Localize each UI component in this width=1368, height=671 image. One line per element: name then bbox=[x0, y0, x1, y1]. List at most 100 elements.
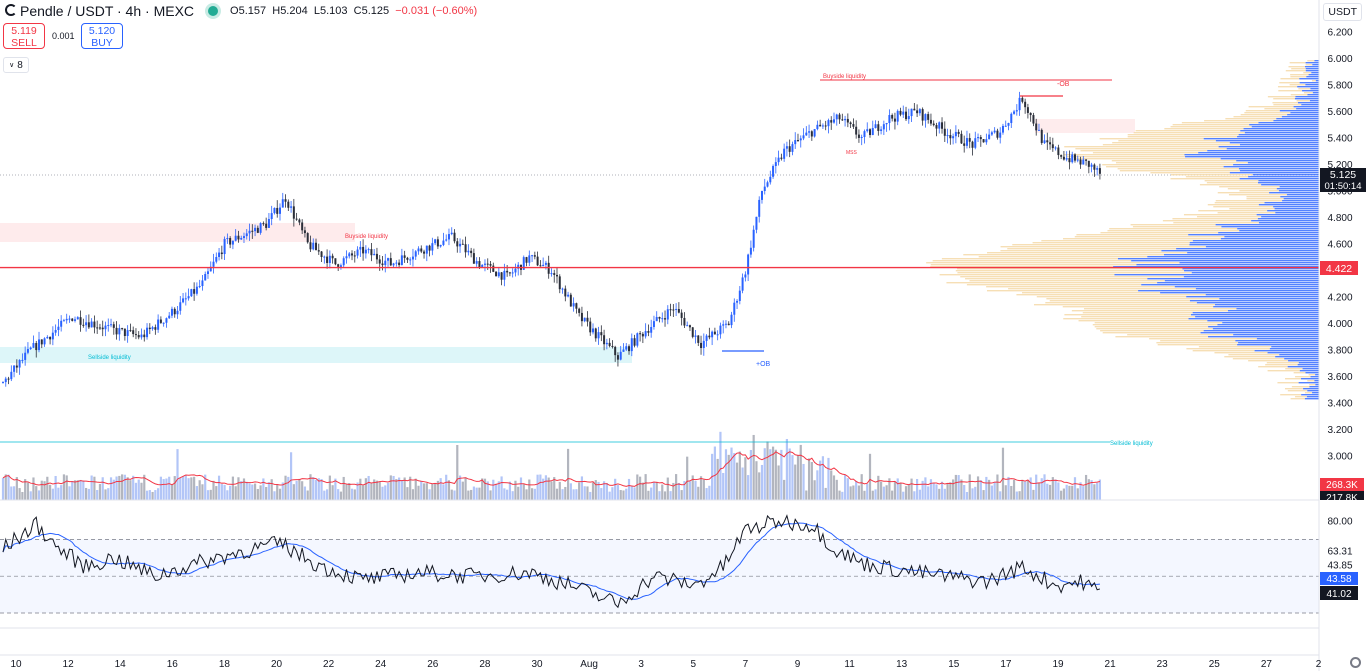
rsi-panel bbox=[0, 514, 1319, 614]
candle-body bbox=[985, 139, 988, 143]
volume-bar bbox=[184, 475, 187, 500]
candle bbox=[395, 260, 398, 267]
buy-button[interactable]: 5.120 BUY bbox=[81, 23, 123, 49]
currency-selector[interactable]: USDT bbox=[1323, 3, 1362, 21]
volume-bar bbox=[719, 431, 722, 500]
candle bbox=[204, 271, 207, 281]
volume-bar bbox=[165, 478, 168, 500]
candle-body bbox=[1087, 160, 1090, 167]
vp-bar-up bbox=[1256, 338, 1319, 340]
candle bbox=[15, 359, 18, 373]
volume-bar bbox=[134, 482, 138, 500]
candle-body bbox=[932, 123, 935, 126]
candle bbox=[616, 352, 619, 367]
candle bbox=[985, 133, 988, 145]
volume-bar bbox=[666, 477, 669, 500]
volume-bar bbox=[1098, 479, 1102, 500]
vp-bar-up bbox=[1113, 266, 1319, 268]
volume-bar bbox=[553, 477, 556, 500]
volume-bar bbox=[946, 483, 949, 500]
candle-body bbox=[863, 131, 866, 138]
vp-bar-down bbox=[1198, 346, 1272, 348]
volume-bar bbox=[622, 490, 625, 500]
candle bbox=[542, 257, 545, 267]
vp-bar-up bbox=[1243, 128, 1319, 130]
candle bbox=[896, 109, 899, 126]
vp-bar-up bbox=[1312, 92, 1319, 94]
candle bbox=[711, 330, 714, 346]
candle bbox=[420, 245, 423, 254]
candle bbox=[824, 120, 827, 131]
sell-button[interactable]: 5.119 SELL bbox=[3, 23, 45, 49]
volume-bar bbox=[899, 482, 902, 500]
volume-bar bbox=[281, 482, 284, 500]
candle-body bbox=[179, 302, 182, 311]
candle bbox=[736, 299, 739, 310]
chevron-down-icon: ∨ bbox=[9, 62, 15, 69]
volume-bar bbox=[240, 481, 243, 500]
volume-bar bbox=[871, 490, 874, 500]
vp-bar-up bbox=[1288, 360, 1319, 362]
volume-bar bbox=[348, 483, 351, 500]
candle bbox=[902, 105, 905, 118]
vp-bar-up bbox=[1195, 316, 1319, 318]
candle-body bbox=[988, 134, 991, 140]
candle-body bbox=[675, 308, 678, 310]
vp-bar-up bbox=[1301, 378, 1319, 380]
volume-bar bbox=[730, 447, 733, 500]
candle bbox=[306, 232, 309, 244]
volume-bar bbox=[118, 475, 121, 500]
candle-body bbox=[672, 309, 675, 311]
candle-body bbox=[691, 327, 694, 337]
candle bbox=[833, 112, 835, 124]
volume-bar bbox=[824, 487, 827, 500]
symbol-title[interactable]: Pendle / USDT · 4h · MEXC bbox=[20, 3, 195, 19]
candle bbox=[270, 205, 273, 226]
indicators-collapse-button[interactable]: ∨ 8 bbox=[3, 57, 29, 73]
candle bbox=[713, 327, 716, 335]
candle-body bbox=[370, 249, 373, 256]
candle-body bbox=[830, 120, 833, 123]
candle bbox=[184, 292, 187, 306]
candle-body bbox=[170, 308, 173, 316]
candle-body bbox=[943, 128, 946, 136]
volume-bar bbox=[608, 491, 611, 500]
candle bbox=[303, 226, 306, 238]
volume-bar bbox=[15, 477, 18, 500]
vp-bar-up bbox=[1190, 314, 1319, 316]
candle-body bbox=[733, 302, 736, 315]
volume-bar bbox=[555, 488, 559, 500]
candle bbox=[57, 319, 60, 337]
vp-bar-up bbox=[1267, 352, 1319, 354]
volume-bar bbox=[303, 486, 307, 500]
volume-bar bbox=[456, 445, 459, 500]
candle-body bbox=[755, 216, 758, 230]
volume-bar bbox=[107, 488, 110, 500]
vp-bar-down bbox=[932, 260, 1132, 262]
volume-bar bbox=[586, 486, 589, 500]
market-status-icon[interactable] bbox=[208, 6, 219, 16]
vp-bar-down bbox=[1277, 382, 1299, 384]
gear-icon[interactable] bbox=[1350, 657, 1361, 668]
volume-bar bbox=[561, 489, 564, 500]
vp-bar-down bbox=[1285, 368, 1303, 370]
vp-bar-down bbox=[1064, 146, 1219, 148]
vp-bar-down bbox=[1118, 140, 1216, 142]
vp-bar-down bbox=[1075, 148, 1227, 150]
candle bbox=[279, 203, 281, 221]
vp-bar-down bbox=[1170, 178, 1240, 180]
volume-bar bbox=[1012, 479, 1016, 500]
volume-bar bbox=[879, 481, 883, 500]
volume-bar bbox=[1084, 474, 1088, 500]
candle-body bbox=[1096, 168, 1099, 170]
candle-body bbox=[877, 124, 880, 131]
candle bbox=[409, 257, 412, 266]
candle bbox=[600, 325, 603, 342]
candle-body bbox=[173, 308, 176, 315]
candles[interactable] bbox=[2, 91, 1101, 387]
vp-bar-up bbox=[1207, 320, 1319, 322]
vp-bar-up bbox=[1283, 198, 1319, 200]
candle bbox=[929, 113, 932, 126]
vp-bar-up bbox=[1218, 232, 1319, 234]
